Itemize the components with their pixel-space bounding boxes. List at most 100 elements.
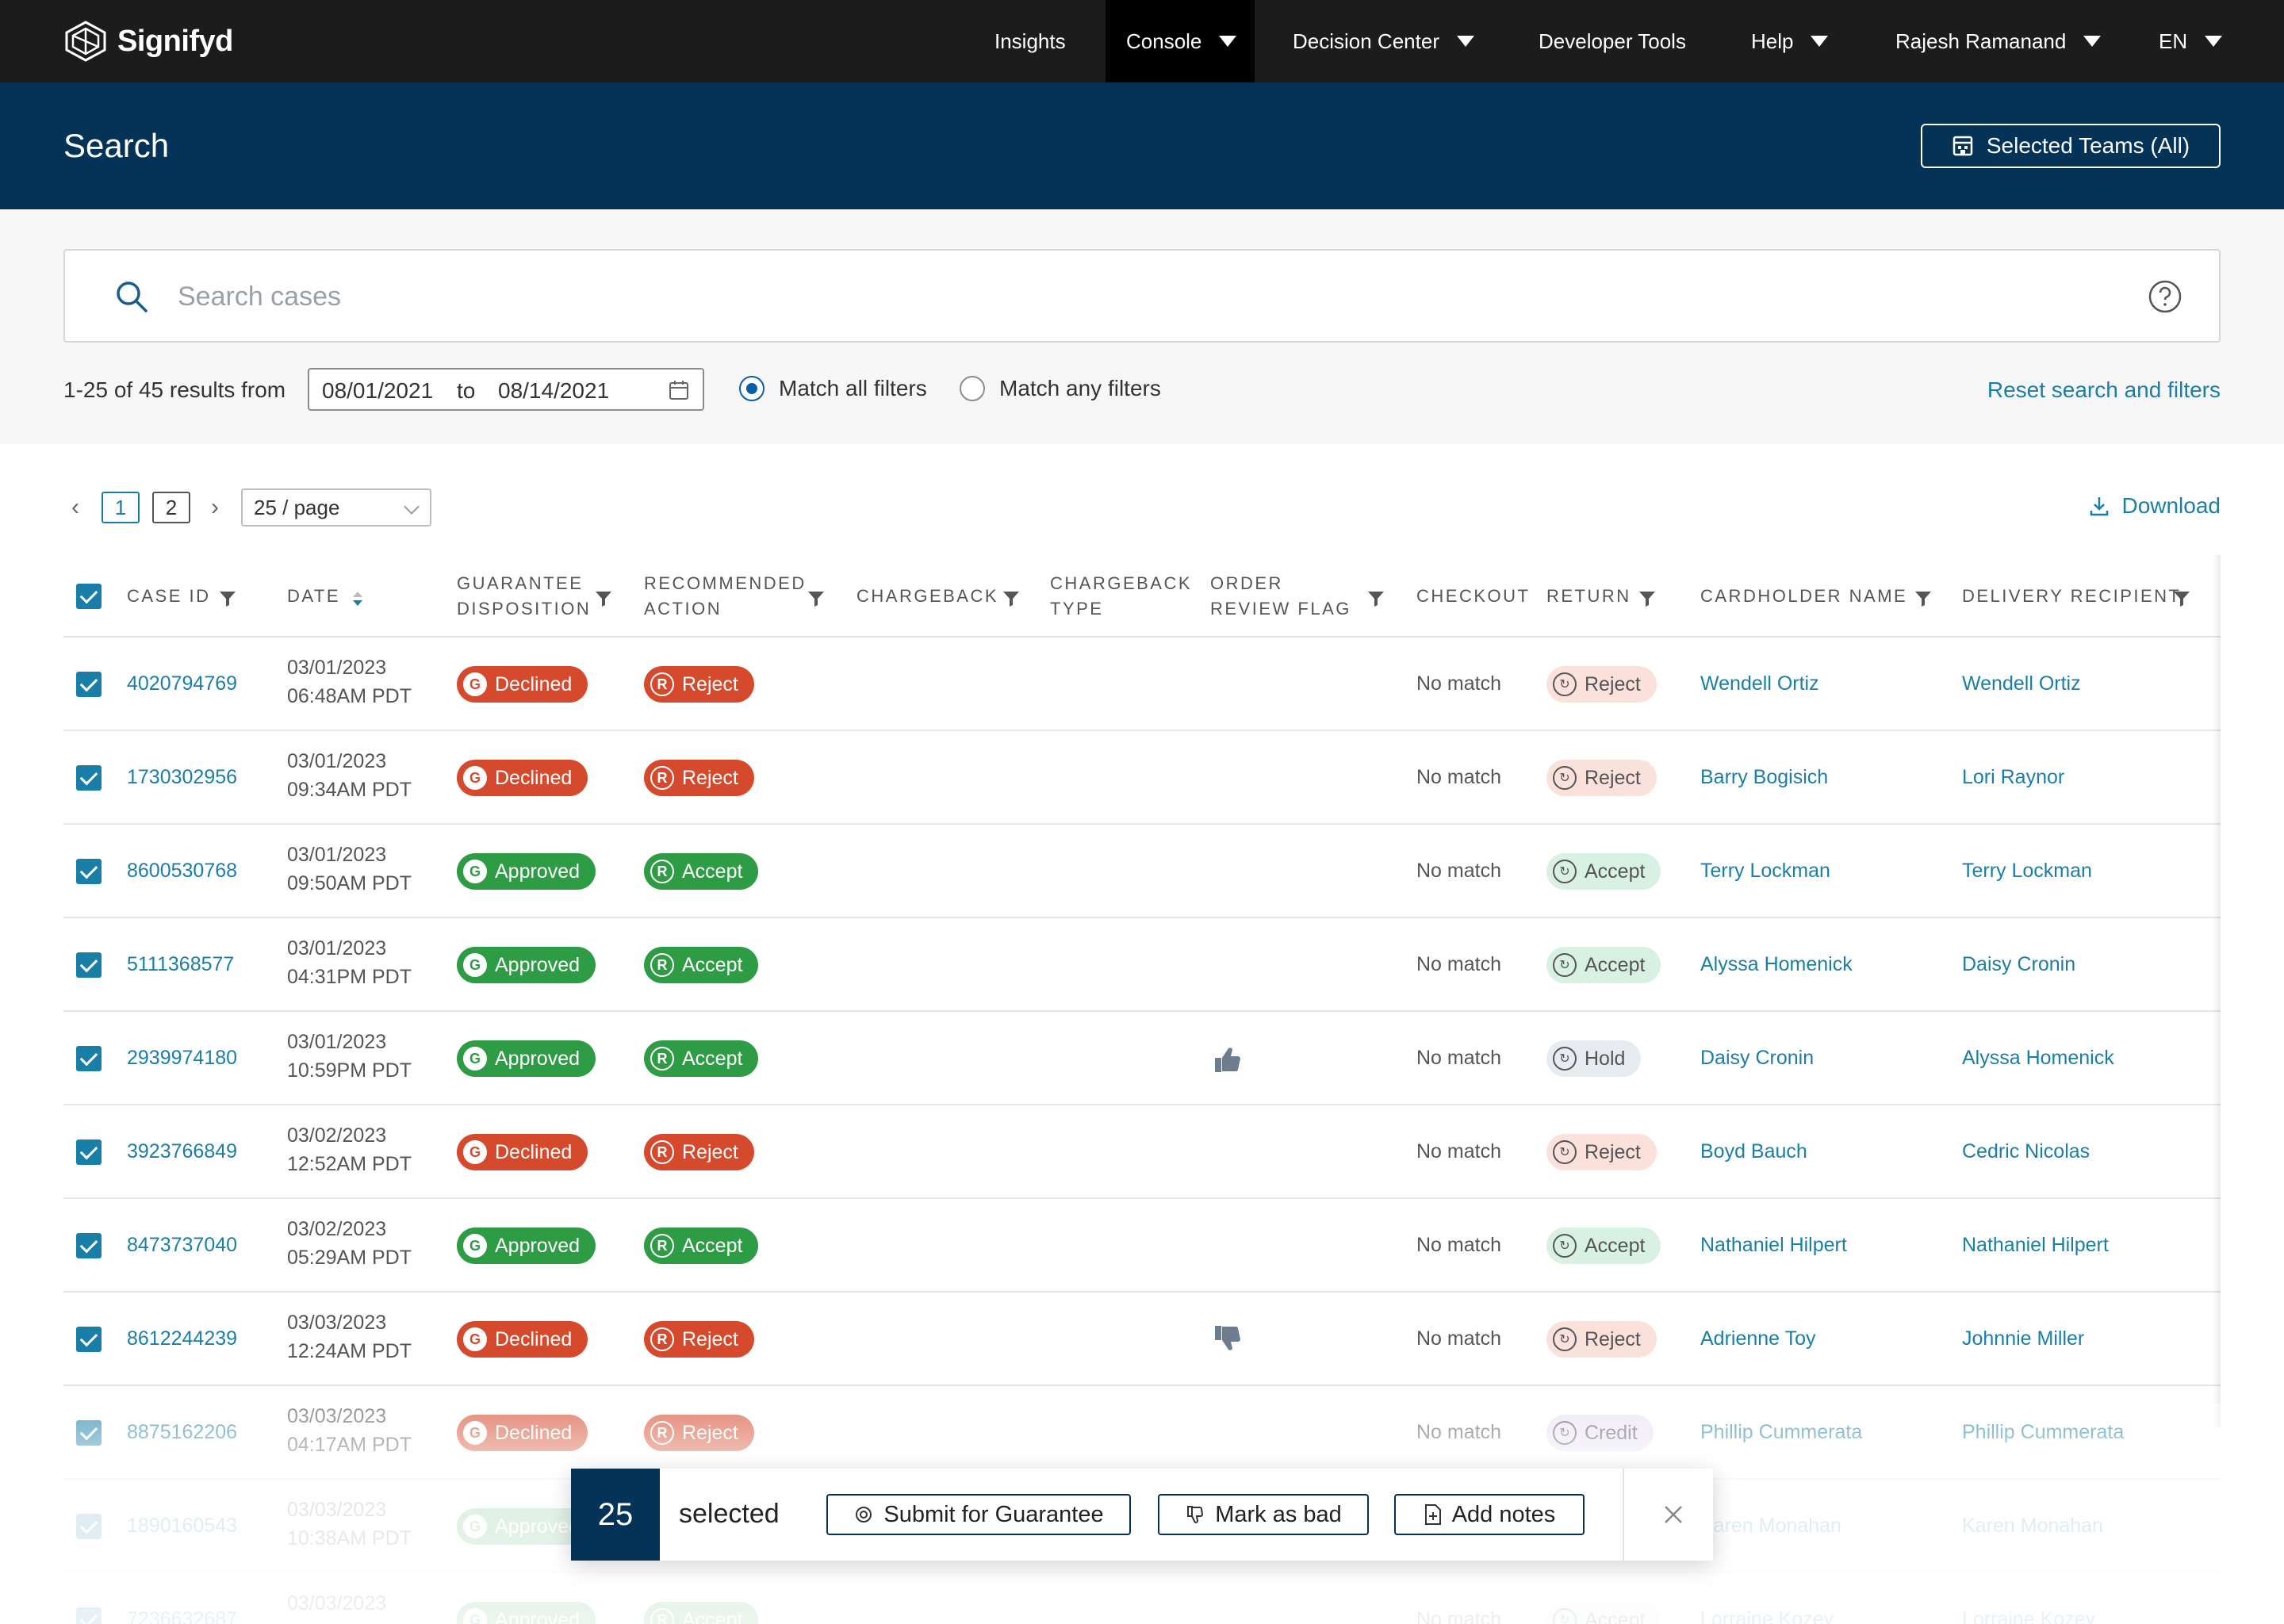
filter-icon[interactable] bbox=[1638, 590, 1656, 607]
nav-developer-tools-label: Developer Tools bbox=[1539, 29, 1686, 53]
search-input[interactable] bbox=[178, 274, 2081, 319]
table-row[interactable]: 1730302956 03/01/2023 09:34AM PDT G Declined… bbox=[63, 731, 2221, 825]
recommended-action-badge: R Reject bbox=[644, 1134, 754, 1170]
search-box[interactable] bbox=[63, 249, 2221, 343]
submit-for-guarantee-button[interactable]: Submit for Guarantee bbox=[826, 1494, 1131, 1535]
select-all-checkbox[interactable] bbox=[76, 584, 102, 609]
recommended-action-badge: R Reject bbox=[644, 666, 754, 703]
page-size-select[interactable]: 25 / page bbox=[241, 488, 431, 527]
next-page-icon[interactable]: › bbox=[211, 494, 219, 520]
download-button[interactable]: Download bbox=[2088, 493, 2221, 519]
delivery-recipient-link[interactable]: Johnnie Miller bbox=[1962, 1327, 2085, 1350]
sort-icon[interactable] bbox=[351, 590, 365, 607]
date-range-picker[interactable]: 08/01/2021 to 08/14/2021 bbox=[308, 368, 704, 411]
return-label: Accept bbox=[1585, 953, 1646, 976]
delivery-recipient-link[interactable]: Nathaniel Hilpert bbox=[1962, 1234, 2109, 1256]
row-checkbox[interactable] bbox=[76, 1046, 102, 1071]
cardholder-name-link[interactable]: Nathaniel Hilpert bbox=[1700, 1234, 1847, 1256]
delivery-recipient-link[interactable]: Wendell Ortiz bbox=[1962, 672, 2081, 695]
col-delivery-recipient[interactable]: DELIVERY RECIPIENT bbox=[1962, 586, 2182, 606]
cardholder-name-link[interactable]: Wendell Ortiz bbox=[1700, 672, 1819, 695]
filter-icon[interactable] bbox=[2173, 590, 2190, 607]
table-row[interactable]: 3923766849 03/02/2023 12:52AM PDT G Declined… bbox=[63, 1105, 2221, 1199]
row-checkbox[interactable] bbox=[76, 1327, 102, 1352]
nav-language[interactable]: EN bbox=[2159, 0, 2223, 82]
nav-console[interactable]: Console bbox=[1106, 0, 1255, 82]
table-row[interactable]: 8473737040 03/02/2023 05:29AM PDT G Approved… bbox=[63, 1199, 2221, 1293]
add-notes-button[interactable]: Add notes bbox=[1394, 1494, 1585, 1535]
col-return[interactable]: RETURN bbox=[1546, 586, 1631, 606]
row-checkbox[interactable] bbox=[76, 1139, 102, 1165]
table-row[interactable]: 2939974180 03/01/2023 10:59PM PDT G Approved… bbox=[63, 1012, 2221, 1105]
cardholder-name-link[interactable]: Alyssa Homenick bbox=[1700, 953, 1853, 975]
match-any-radio[interactable]: Match any filters bbox=[960, 376, 1161, 401]
table-row[interactable]: 5111368577 03/01/2023 04:31PM PDT G Approved… bbox=[63, 918, 2221, 1012]
table-row[interactable]: 8612244239 03/03/2023 12:24AM PDT G Declined… bbox=[63, 1293, 2221, 1386]
col-date[interactable]: DATE bbox=[287, 586, 341, 606]
cardholder-name-link[interactable]: Boyd Bauch bbox=[1700, 1140, 1807, 1162]
case-id-link[interactable]: 2939974180 bbox=[127, 1047, 238, 1069]
nav-decision-center[interactable]: Decision Center bbox=[1293, 0, 1474, 82]
filter-icon[interactable] bbox=[219, 590, 236, 607]
col-recommended-action[interactable]: RECOMMENDED ACTION bbox=[644, 573, 807, 619]
case-id-link[interactable]: 4020794769 bbox=[127, 672, 238, 695]
guarantee-shield-icon: G bbox=[463, 1047, 487, 1071]
thumbs-up-icon[interactable] bbox=[1212, 1044, 1244, 1075]
row-checkbox[interactable] bbox=[76, 859, 102, 884]
prev-page-icon[interactable]: ‹ bbox=[71, 494, 79, 520]
case-id-link[interactable]: 8473737040 bbox=[127, 1234, 238, 1256]
case-id-link[interactable]: 8612244239 bbox=[127, 1327, 238, 1350]
nav-insights[interactable]: Insights bbox=[994, 0, 1066, 82]
case-id-link[interactable]: 5111368577 bbox=[127, 953, 235, 975]
nav-user-menu[interactable]: Rajesh Ramanand bbox=[1895, 0, 2102, 82]
col-chargeback-type[interactable]: CHARGEBACK TYPE bbox=[1050, 573, 1193, 619]
case-id-link[interactable]: 8600530768 bbox=[127, 860, 238, 882]
nav-console-label: Console bbox=[1126, 29, 1202, 53]
case-id-link[interactable]: 3923766849 bbox=[127, 1140, 238, 1162]
col-cardholder-name[interactable]: CARDHOLDER NAME bbox=[1700, 586, 1908, 606]
col-checkout[interactable]: CHECKOUT bbox=[1416, 586, 1531, 606]
date-from[interactable]: 08/01/2021 bbox=[322, 378, 434, 403]
filter-icon[interactable] bbox=[1367, 590, 1385, 607]
table-row[interactable]: 8600530768 03/01/2023 09:50AM PDT G Approved… bbox=[63, 825, 2221, 918]
date-to-label: to bbox=[457, 378, 476, 403]
cardholder-name-link[interactable]: Daisy Cronin bbox=[1700, 1047, 1815, 1069]
delivery-recipient-link[interactable]: Daisy Cronin bbox=[1962, 953, 2076, 975]
help-icon[interactable] bbox=[2148, 279, 2182, 314]
row-checkbox[interactable] bbox=[76, 952, 102, 978]
delivery-recipient-link[interactable]: Terry Lockman bbox=[1962, 860, 2092, 882]
brand-logo[interactable]: Signifyd bbox=[63, 21, 233, 62]
col-case-id[interactable]: CASE ID bbox=[127, 586, 211, 606]
delivery-recipient-link[interactable]: Alyssa Homenick bbox=[1962, 1047, 2114, 1069]
page-1-button[interactable]: 1 bbox=[102, 492, 140, 523]
delivery-recipient-link[interactable]: Lori Raynor bbox=[1962, 766, 2065, 788]
cardholder-name-link[interactable]: Adrienne Toy bbox=[1700, 1327, 1816, 1350]
case-id-link[interactable]: 1730302956 bbox=[127, 766, 238, 788]
row-checkbox[interactable] bbox=[76, 1233, 102, 1258]
chevron-down-icon bbox=[1456, 36, 1474, 47]
filter-icon[interactable] bbox=[1002, 590, 1020, 607]
page-2-button[interactable]: 2 bbox=[152, 492, 190, 523]
thumbs-down-icon[interactable] bbox=[1212, 1323, 1244, 1354]
cardholder-name-link[interactable]: Barry Bogisich bbox=[1700, 766, 1829, 788]
selected-teams-button[interactable]: Selected Teams (All) bbox=[1921, 124, 2221, 168]
close-icon[interactable] bbox=[1657, 1499, 1689, 1530]
row-checkbox[interactable] bbox=[76, 672, 102, 697]
filter-icon[interactable] bbox=[595, 590, 612, 607]
col-guarantee-disposition[interactable]: GUARANTEE DISPOSITION bbox=[457, 573, 592, 619]
calendar-icon bbox=[669, 381, 688, 400]
nav-help[interactable]: Help bbox=[1751, 0, 1829, 82]
filter-icon[interactable] bbox=[807, 590, 825, 607]
nav-developer-tools[interactable]: Developer Tools bbox=[1539, 0, 1686, 82]
reset-search-link[interactable]: Reset search and filters bbox=[1987, 377, 2221, 402]
table-row[interactable]: 4020794769 03/01/2023 06:48AM PDT G Declined… bbox=[63, 638, 2221, 731]
cardholder-name-link[interactable]: Terry Lockman bbox=[1700, 860, 1830, 882]
mark-as-bad-button[interactable]: Mark as bad bbox=[1158, 1494, 1369, 1535]
date-to[interactable]: 08/14/2021 bbox=[498, 378, 610, 403]
filter-icon[interactable] bbox=[1914, 590, 1932, 607]
match-all-radio[interactable]: Match all filters bbox=[739, 376, 927, 401]
row-checkbox[interactable] bbox=[76, 765, 102, 791]
delivery-recipient-link[interactable]: Cedric Nicolas bbox=[1962, 1140, 2090, 1162]
col-chargeback[interactable]: CHARGEBACK bbox=[856, 586, 999, 606]
col-order-review-flag[interactable]: ORDER REVIEW FLAG bbox=[1210, 573, 1351, 619]
